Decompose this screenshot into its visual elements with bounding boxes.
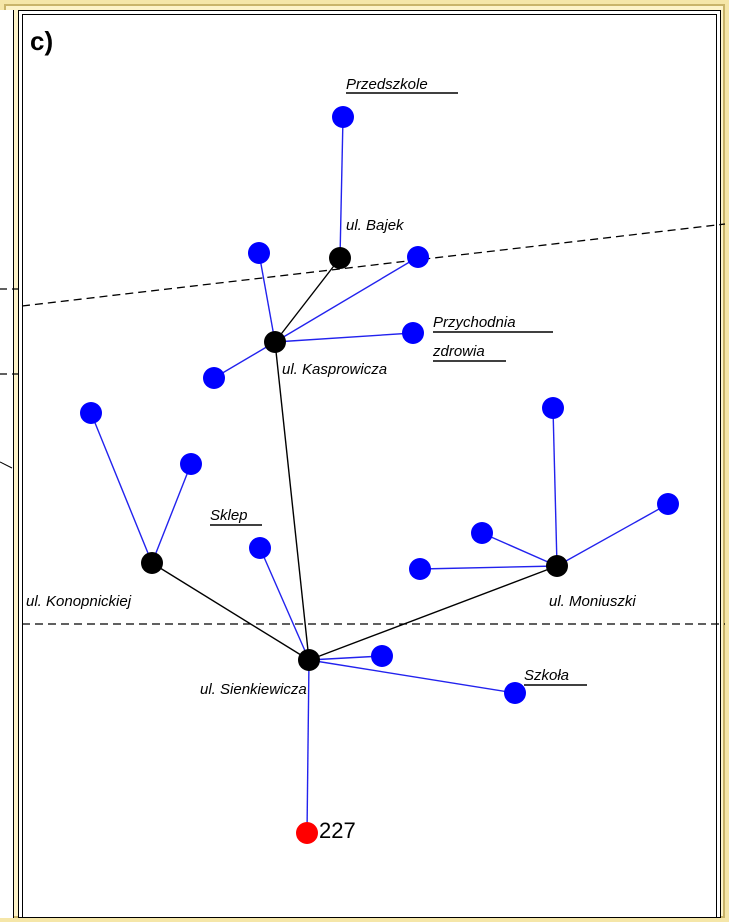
node-facility-b12 xyxy=(471,522,493,544)
edge-konopnickiej-b1 xyxy=(90,412,153,564)
label-przedszkole: Przedszkole xyxy=(346,76,428,93)
label-przychodnia-line2: zdrowia xyxy=(432,343,485,360)
node-facility-b13 xyxy=(409,558,431,580)
node-facility-b10 xyxy=(542,397,564,419)
node-szkola xyxy=(504,682,526,704)
left-strip-tick xyxy=(0,461,13,469)
facility-edges xyxy=(90,116,669,834)
node-ul-bajek xyxy=(329,247,351,269)
facility-nodes xyxy=(80,106,679,704)
edge-moniuszki-b2 xyxy=(556,503,669,567)
diagram-panel-inner-border xyxy=(22,14,717,917)
node-przedszkole xyxy=(332,106,354,128)
edge-konopnickiej-b2 xyxy=(151,463,192,564)
label-przychodnia-line1: Przychodnia xyxy=(433,314,516,331)
label-szkola: Szkoła xyxy=(524,667,569,684)
node-facility-b8 xyxy=(371,645,393,667)
node-facility-b4 xyxy=(203,367,225,389)
label-ul-kasprowicza: ul. Kasprowicza xyxy=(282,361,387,378)
edge-kasprowicza-b1 xyxy=(258,252,276,343)
edge-konopnickiej-sienkiewicza xyxy=(151,562,310,661)
node-facility-b5 xyxy=(80,402,102,424)
label-ul-bajek: ul. Bajek xyxy=(346,217,405,234)
label-ul-konopnickiej: ul. Konopnickiej xyxy=(26,593,132,610)
node-sklep xyxy=(249,537,271,559)
edge-moniuszki-b4 xyxy=(419,565,558,570)
label-origin-number: 227 xyxy=(319,818,356,843)
node-facility-b1 xyxy=(248,242,270,264)
edge-kasprowicza-b2 xyxy=(274,256,419,343)
node-origin xyxy=(296,822,318,844)
edge-moniuszki-sienkiewicza xyxy=(308,565,558,661)
node-ul-sienkiewicza xyxy=(298,649,320,671)
diagram-panel xyxy=(18,10,721,918)
node-ul-kasprowicza xyxy=(264,331,286,353)
node-przychodnia xyxy=(402,322,424,344)
street-nodes xyxy=(141,247,568,671)
label-ul-sienkiewicza: ul. Sienkiewicza xyxy=(200,681,307,698)
edge-kasprowicza-sienkiewicza xyxy=(274,341,310,661)
dashed-boundary-tilted xyxy=(21,223,726,307)
node-ul-konopnickiej xyxy=(141,552,163,574)
label-sklep: Sklep xyxy=(210,507,248,524)
left-panel-edge xyxy=(0,10,14,918)
node-ul-moniuszki xyxy=(546,555,568,577)
panel-label: c) xyxy=(30,26,53,56)
edge-moniuszki-b3 xyxy=(481,532,558,567)
node-facility-b2 xyxy=(407,246,429,268)
edge-sienkiewicza-szkola xyxy=(308,659,516,694)
street-edges xyxy=(151,257,558,661)
node-facility-b11 xyxy=(657,493,679,515)
edge-moniuszki-b1 xyxy=(552,407,558,567)
label-ul-moniuszki: ul. Moniuszki xyxy=(549,593,636,610)
edge-kasprowicza-bajek xyxy=(274,257,341,343)
edge-sienkiewicza-b2 xyxy=(308,655,383,661)
edge-sienkiewicza-origin xyxy=(306,659,310,834)
edge-sienkiewicza-sklep xyxy=(259,547,310,661)
node-facility-b6 xyxy=(180,453,202,475)
edge-kasprowicza-przychodnia xyxy=(274,332,414,343)
edge-bajek-przedszkole xyxy=(339,116,344,259)
edge-kasprowicza-b4 xyxy=(213,341,276,379)
